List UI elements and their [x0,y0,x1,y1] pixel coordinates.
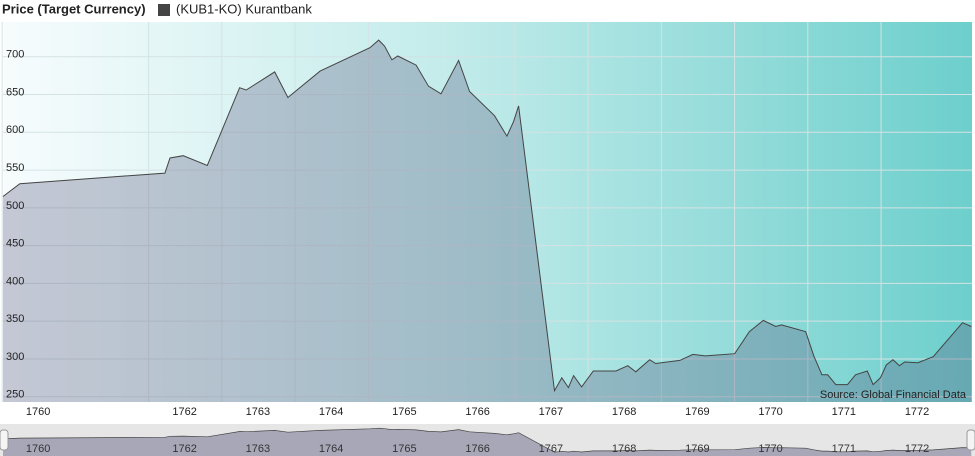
navigator-tick-label: 1764 [319,443,343,455]
line [2,427,972,453]
legend-swatch[interactable] [158,4,170,16]
navigator-tick-label: 1766 [465,443,489,455]
navigator-handle[interactable] [966,429,975,451]
x-tick-label: 1772 [905,406,929,418]
x-tick-label: 1770 [758,406,782,418]
legend-label[interactable]: (KUB1-KO) Kurantbank [176,1,312,16]
x-tick-label: 1767 [539,406,563,418]
navigator-handle[interactable] [0,429,9,451]
y-tick-label: 650 [6,86,24,98]
navigator-tick-label: 1765 [392,443,416,455]
source: Source: Global Financial Data [820,389,967,401]
area [3,428,972,456]
navigator-tick-label: 1768 [612,443,636,455]
y-tick-label: 700 [6,49,24,61]
x-tick-label: 1765 [392,406,416,418]
y-tick-label: 300 [6,351,24,363]
navigator-tick-label: 1767 [539,443,563,455]
x-tick-label: 1768 [612,406,636,418]
x-tick-label: 1764 [319,406,343,418]
line [2,39,972,393]
x-tick-label: 1762 [172,406,196,418]
navigator[interactable] [0,424,975,456]
x-tick-label: 1760 [26,406,50,418]
y-tick-label: 450 [6,238,24,250]
navigator-tick-label: 1760 [26,443,50,455]
y-tick-label: 550 [6,162,24,174]
x-tick-label: 1771 [832,406,856,418]
y-tick-label: 250 [6,389,24,401]
area [3,40,972,402]
navigator-tick-label: 1762 [172,443,196,455]
navigator-tick-label: 1770 [758,443,782,455]
y-tick-label: 600 [6,124,24,136]
chart-title: Price (Target Currency) [2,1,146,16]
y-tick-label: 350 [6,313,24,325]
y-tick-label: 500 [6,200,24,212]
x-tick-label: 1766 [465,406,489,418]
x-tick-label: 1769 [685,406,709,418]
x-tick-label: 1763 [246,406,270,418]
navigator-tick-label: 1763 [246,443,270,455]
y-tick-label: 400 [6,275,24,287]
navigator-tick-label: 1769 [685,443,709,455]
navigator-tick-label: 1771 [832,443,856,455]
navigator-tick-label: 1772 [905,443,929,455]
plot-background [3,22,972,402]
